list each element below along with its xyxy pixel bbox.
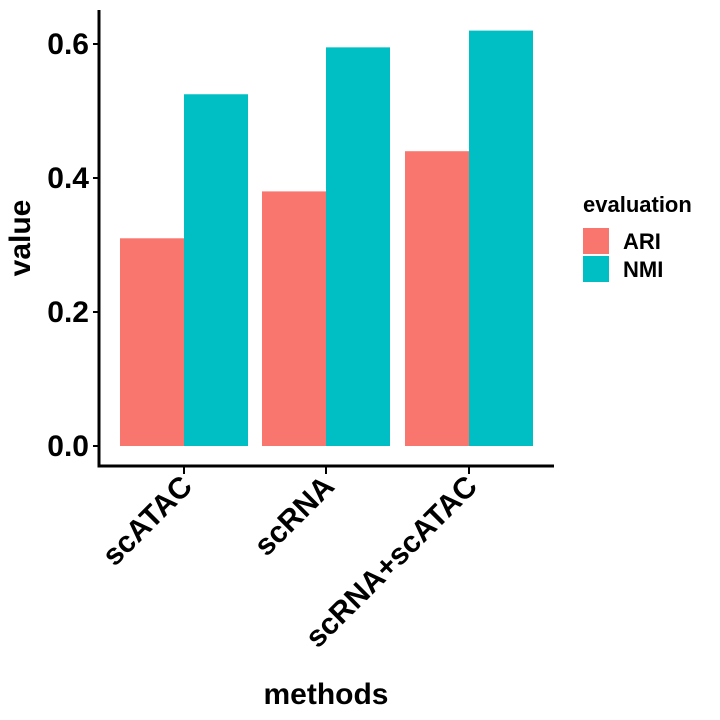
bar-ari-scatac (120, 238, 184, 446)
legend-key-ari (583, 228, 609, 254)
y-tick-label: 0.0 (47, 430, 89, 463)
y-tick-label: 0.4 (47, 162, 89, 195)
y-tick-label: 0.2 (47, 296, 89, 329)
x-axis-title: methods (263, 678, 388, 711)
bars-layer (120, 30, 533, 446)
bar-nmi-scrna-scatac (469, 30, 533, 446)
bar-ari-scrna-scatac (405, 151, 469, 446)
bar-ari-scrna (262, 191, 326, 446)
y-ticks: 0.0 0.2 0.4 0.6 (47, 28, 99, 463)
axes-layer (97, 10, 554, 468)
x-tick-label-scatac: scATAC (96, 470, 199, 573)
x-tick-label-scrna: scRNA (248, 470, 341, 563)
bar-nmi-scatac (184, 94, 248, 446)
legend-label-ari: ARI (623, 229, 661, 254)
bar-nmi-scrna (326, 47, 390, 446)
y-tick-label: 0.6 (47, 28, 89, 61)
legend: evaluation ARI NMI (583, 192, 692, 282)
legend-label-nmi: NMI (623, 257, 663, 282)
legend-key-nmi (583, 256, 609, 282)
legend-title: evaluation (583, 192, 692, 217)
y-axis-title: value (4, 200, 37, 277)
